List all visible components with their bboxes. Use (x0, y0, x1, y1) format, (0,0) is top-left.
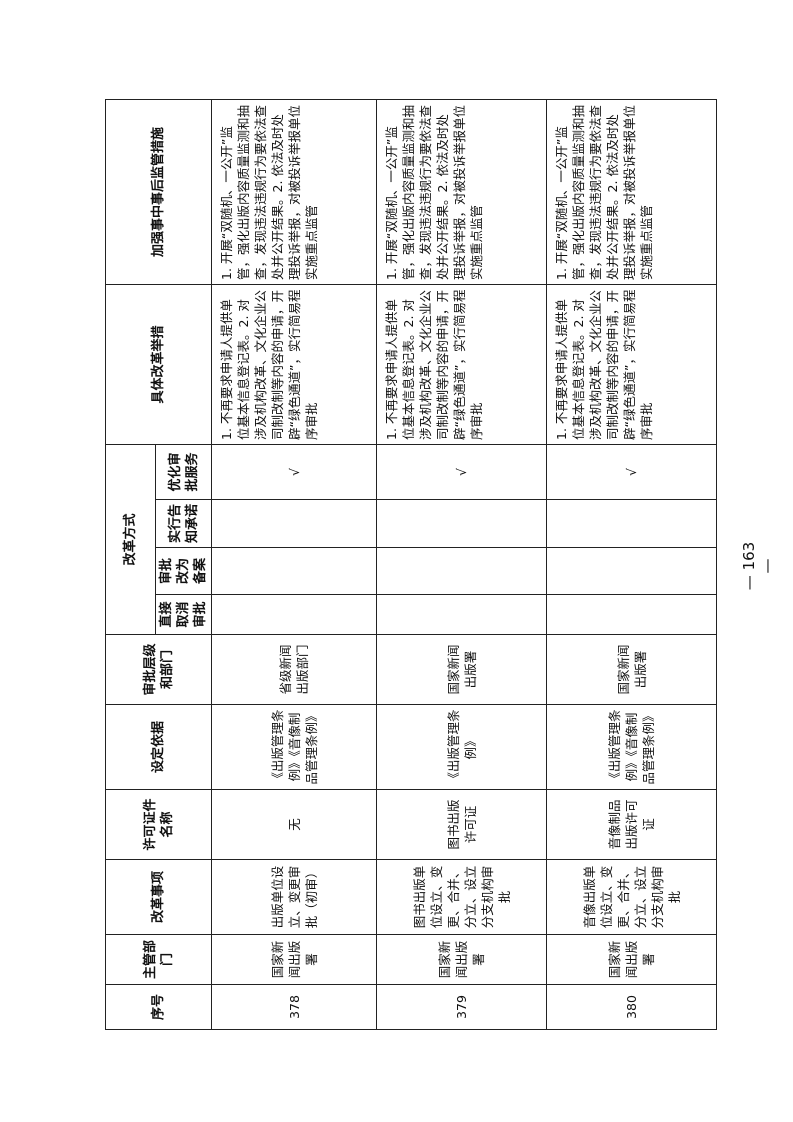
header-license: 许可证件名称 (105, 789, 212, 860)
cell-measures: 1. 不再要求申请人提供单位基本信息登记表。2. 对涉及机构改革、文化企业公司制… (376, 284, 547, 445)
cell-m3 (376, 499, 547, 548)
cell-supervision: 1. 开展“双随机、一公开”监管，强化出版内容质量监测和抽查，发现违法违规行为要… (211, 99, 377, 285)
cell-m1 (211, 594, 377, 635)
header-cancel-approval: 直接取消审批 (155, 594, 212, 635)
cell-m2 (546, 547, 717, 595)
reform-table: 序号 主管部门 改革事项 许可证件名称 设定依据 审批层级和部门 改革方式 具体… (105, 99, 717, 1030)
cell-license: 无 (211, 789, 377, 860)
header-item: 改革事项 (105, 859, 212, 935)
header-dept: 主管部门 (105, 934, 212, 985)
table-row: 379 国家新闻出版署 图书出版单位设立、变更、合并、分立、设立分支机构审批 图… (376, 99, 547, 1030)
cell-license: 音像制品出版许可证 (546, 789, 717, 860)
cell-item: 图书出版单位设立、变更、合并、分立、设立分支机构审批 (376, 859, 547, 935)
cell-level: 国家新闻出版署 (546, 634, 717, 705)
cell-m2 (211, 547, 377, 595)
cell-m3 (546, 499, 717, 548)
cell-item: 出版单位设立、变更审批（初审） (211, 859, 377, 935)
cell-dept: 国家新闻出版署 (211, 934, 377, 985)
table-row: 380 国家新闻出版署 音像出版单位设立、变更、合并、分立、设立分支机构审批 音… (546, 99, 717, 1030)
cell-m2 (376, 547, 547, 595)
cell-basis: 《出版管理条例》《音像制品管理条例》 (211, 704, 377, 790)
check-icon: √ (211, 444, 377, 500)
header-seq: 序号 (105, 984, 212, 1030)
cell-seq: 378 (211, 984, 377, 1030)
header-method: 改革方式 (105, 444, 156, 635)
header-basis: 设定依据 (105, 704, 212, 790)
cell-seq: 380 (546, 984, 717, 1030)
cell-level: 国家新闻出版署 (376, 634, 547, 705)
header-supervision: 加强事中事后监管措施 (105, 99, 212, 285)
header-approval-to-filing: 审批改为备案 (155, 547, 212, 595)
cell-measures: 1. 不再要求申请人提供单位基本信息登记表。2. 对涉及机构改革、文化企业公司制… (546, 284, 717, 445)
cell-m1 (546, 594, 717, 635)
cell-license: 图书出版许可证 (376, 789, 547, 860)
table-row: 378 国家新闻出版署 出版单位设立、变更审批（初审） 无 《出版管理条例》《音… (211, 99, 377, 1030)
header-row: 序号 主管部门 改革事项 许可证件名称 设定依据 审批层级和部门 改革方式 具体… (105, 99, 212, 1030)
cell-dept: 国家新闻出版署 (546, 934, 717, 985)
cell-dept: 国家新闻出版署 (376, 934, 547, 985)
cell-basis: 《出版管理条例》《音像制品管理条例》 (546, 704, 717, 790)
cell-supervision: 1. 开展“双随机、一公开”监管，强化出版内容质量监测和抽查，发现违法违规行为要… (376, 99, 547, 285)
cell-measures: 1. 不再要求申请人提供单位基本信息登记表。2. 对涉及机构改革、文化企业公司制… (211, 284, 377, 445)
cell-supervision: 1. 开展“双随机、一公开”监管，强化出版内容质量监测和抽查，发现违法违规行为要… (546, 99, 717, 285)
cell-m1 (376, 594, 547, 635)
check-icon: √ (546, 444, 717, 500)
rotated-table-wrapper: 序号 主管部门 改革事项 许可证件名称 设定依据 审批层级和部门 改革方式 具体… (105, 99, 717, 1030)
page-number: — 163 — (740, 541, 776, 591)
check-icon: √ (376, 444, 547, 500)
cell-level: 省级新闻出版部门 (211, 634, 377, 705)
header-level: 审批层级和部门 (105, 634, 212, 705)
cell-basis: 《出版管理条例》 (376, 704, 547, 790)
cell-m3 (211, 499, 377, 548)
header-optimize-service: 优化审批服务 (155, 444, 212, 500)
cell-seq: 379 (376, 984, 547, 1030)
header-notification-commitment: 实行告知承诺 (155, 499, 212, 548)
cell-item: 音像出版单位设立、变更、合并、分立、设立分支机构审批 (546, 859, 717, 935)
header-measures: 具体改革举措 (105, 284, 212, 445)
